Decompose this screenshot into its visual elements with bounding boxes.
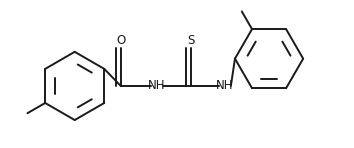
- Text: NH: NH: [216, 79, 234, 92]
- Text: S: S: [187, 34, 194, 47]
- Text: NH: NH: [148, 79, 165, 92]
- Text: O: O: [116, 34, 125, 47]
